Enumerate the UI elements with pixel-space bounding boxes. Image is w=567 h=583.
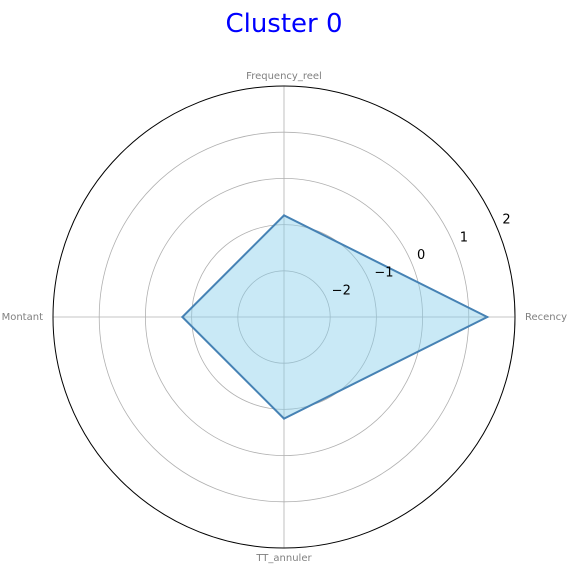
radial-tick-label: 1: [460, 230, 468, 245]
radial-tick-label: −2: [332, 283, 351, 298]
radial-tick-label: 0: [417, 248, 425, 263]
chart-title: Cluster 0: [225, 9, 342, 39]
label-layer: Recency Frequency_reel Montant TT_annuler −2…: [2, 71, 567, 564]
axis-label-frequency-reel: Frequency_reel: [246, 71, 322, 82]
series-area-0: [182, 215, 488, 419]
data-point-recency: [486, 316, 489, 318]
data-point-montant: [181, 316, 184, 318]
data-point-tt-annuler: [283, 417, 285, 420]
axis-label-tt-annuler: TT_annuler: [255, 553, 312, 564]
grid-ring-0: [237, 270, 331, 364]
radial-tick-label: 2: [502, 213, 510, 228]
axis-label-recency: Recency: [525, 312, 567, 323]
grid-layer: [52, 85, 516, 549]
outer-frame: [52, 85, 516, 549]
data-point-frequency-reel: [283, 214, 285, 217]
grid-ring-3: [98, 131, 470, 503]
axis-label-montant: Montant: [2, 312, 43, 323]
radial-tick-label: −1: [374, 266, 393, 281]
grid-ring-1: [191, 224, 377, 410]
grid-ring-2: [144, 177, 424, 457]
data-layer: [180, 214, 490, 420]
